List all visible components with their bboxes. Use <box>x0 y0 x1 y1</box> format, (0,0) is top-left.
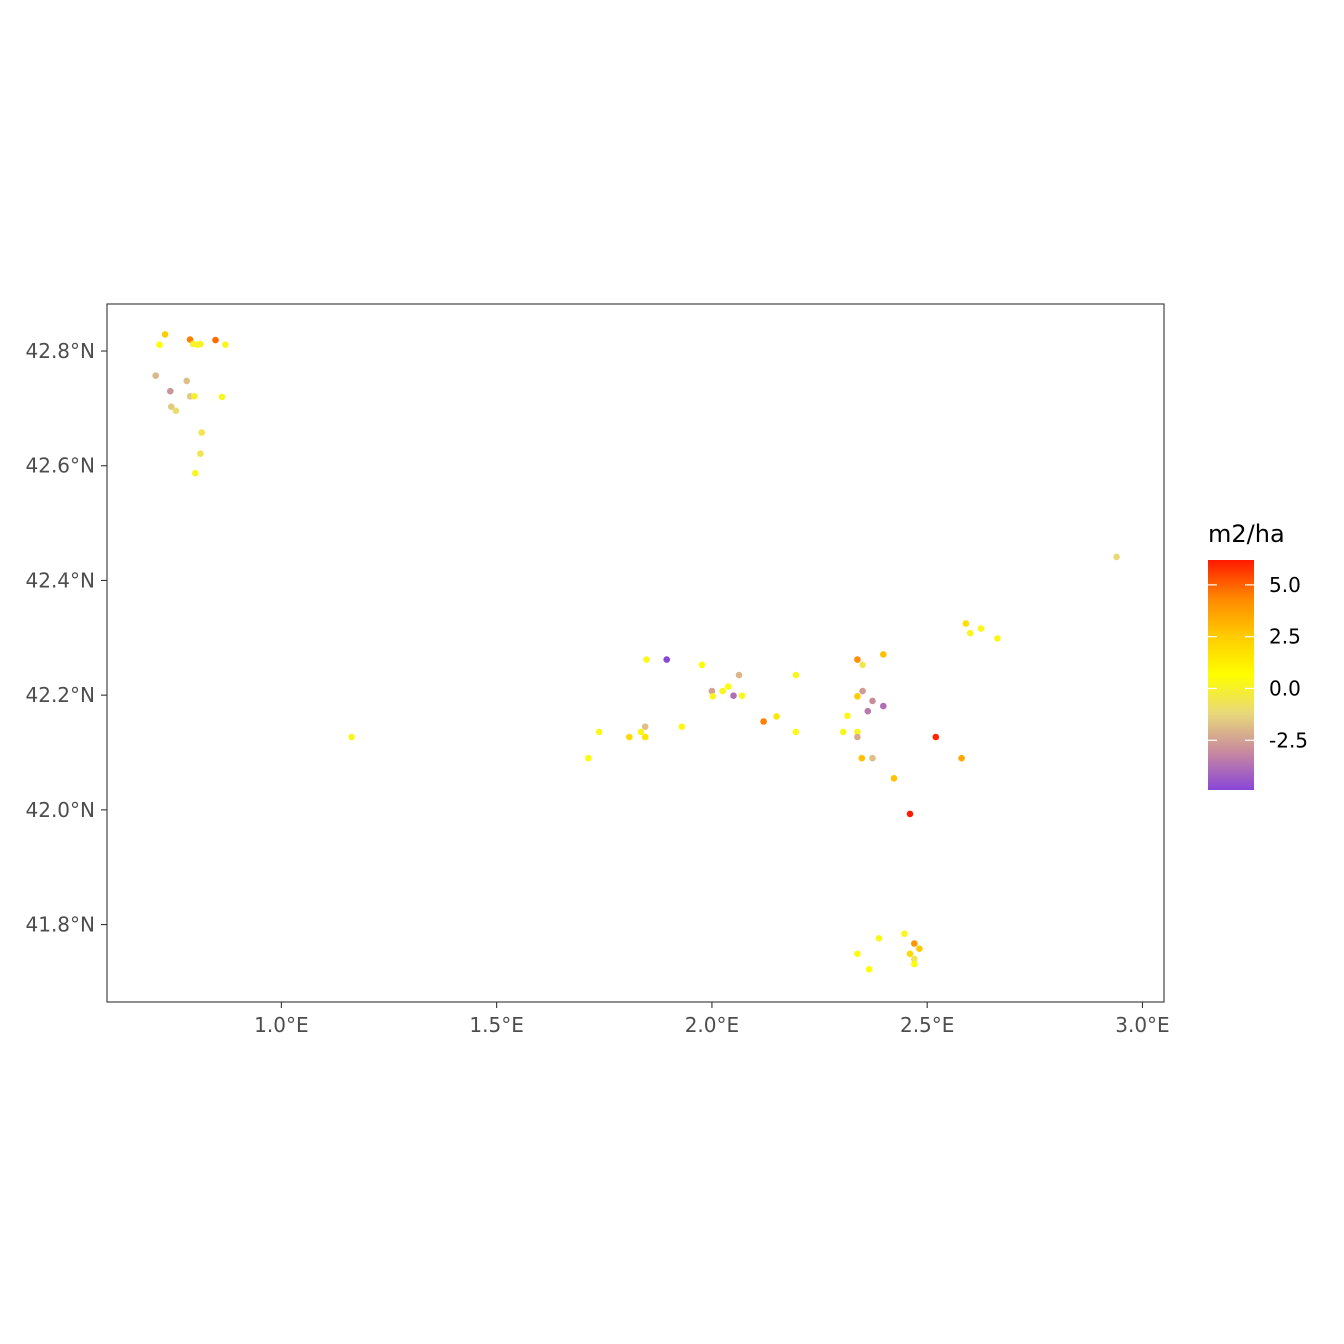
colorbar-tick-label: -2.5 <box>1269 728 1308 752</box>
data-point <box>875 935 883 942</box>
data-point <box>854 656 861 663</box>
data-point <box>858 754 866 762</box>
legend-title: m2/ha <box>1208 520 1285 548</box>
data-point <box>197 340 204 348</box>
data-point <box>348 733 355 741</box>
data-point <box>626 733 633 741</box>
data-point <box>730 692 737 699</box>
data-point <box>911 955 918 963</box>
data-point <box>880 651 887 658</box>
scatter-points <box>152 331 1120 973</box>
data-point <box>197 450 204 458</box>
data-point <box>595 728 603 736</box>
data-point <box>643 656 650 663</box>
data-point <box>156 341 163 349</box>
panel-border <box>106 303 1165 1003</box>
x-tick-label: 1.0°E <box>254 1013 308 1037</box>
data-point <box>663 656 670 663</box>
colorbar-legend: m2/ha 5.0 2.5 0.0 -2.5 <box>1208 520 1308 790</box>
data-point <box>792 728 800 736</box>
x-tick-label: 1.5°E <box>469 1013 523 1037</box>
data-point <box>958 754 965 762</box>
data-point <box>839 728 847 736</box>
data-point <box>698 661 706 669</box>
data-point <box>792 671 800 679</box>
data-point <box>222 341 229 349</box>
data-point <box>911 940 918 947</box>
data-point <box>911 960 918 968</box>
data-point <box>916 945 923 952</box>
y-tick-label: 41.8°N <box>26 913 96 937</box>
data-point <box>880 702 887 710</box>
data-point <box>854 728 861 736</box>
data-point <box>183 377 190 385</box>
data-point <box>152 372 159 380</box>
data-point <box>172 407 180 415</box>
y-tick-label: 42.2°N <box>26 683 96 707</box>
data-point <box>854 950 861 958</box>
data-point <box>198 429 205 436</box>
colorbar-tick-label: 2.5 <box>1269 625 1301 649</box>
y-tick-label: 42.8°N <box>26 339 96 363</box>
colorbar-tick-label: 5.0 <box>1269 573 1301 597</box>
data-point <box>637 728 645 736</box>
data-point <box>641 733 649 741</box>
x-tick-label: 3.0°E <box>1115 1013 1169 1037</box>
data-point <box>678 723 686 730</box>
data-point <box>977 625 985 632</box>
data-point <box>738 692 746 699</box>
data-point <box>967 629 974 637</box>
data-point <box>585 754 592 762</box>
plot-panel <box>106 303 1165 1003</box>
data-point <box>760 718 767 725</box>
data-point <box>167 387 174 395</box>
data-point <box>906 810 914 818</box>
data-point <box>844 712 851 720</box>
data-point <box>864 707 872 715</box>
data-point <box>859 687 866 695</box>
data-point <box>641 723 649 730</box>
x-axis: 1.0°E 1.5°E 2.0°E 2.5°E 3.0°E <box>254 1002 1170 1037</box>
data-point <box>854 733 861 741</box>
x-tick-label: 2.5°E <box>900 1013 954 1037</box>
data-point <box>865 966 873 973</box>
colorbar-tick-label: 0.0 <box>1269 676 1301 700</box>
data-point <box>890 775 898 782</box>
y-axis: 41.8°N 42.0°N 42.2°N 42.4°N 42.6°N 42.8°N <box>26 339 107 937</box>
data-point <box>962 620 970 627</box>
data-point <box>161 331 169 338</box>
data-point <box>932 733 940 741</box>
data-point <box>212 336 219 344</box>
data-point <box>192 469 199 477</box>
y-tick-label: 42.4°N <box>26 568 96 592</box>
data-point <box>901 930 908 937</box>
data-point <box>869 754 876 762</box>
data-point <box>735 671 743 679</box>
data-point <box>854 693 861 700</box>
data-point <box>719 687 726 695</box>
data-point <box>1113 553 1120 561</box>
x-tick-label: 2.0°E <box>685 1013 739 1037</box>
y-tick-label: 42.6°N <box>26 454 96 478</box>
data-point <box>709 693 717 700</box>
data-point <box>191 393 198 400</box>
data-point <box>708 687 716 695</box>
colorbar <box>1208 560 1254 790</box>
data-point <box>725 683 732 690</box>
data-point <box>218 393 226 401</box>
data-point <box>869 697 876 705</box>
data-point <box>167 403 175 411</box>
data-point <box>994 635 1001 642</box>
data-point <box>773 713 780 720</box>
data-point <box>906 950 914 958</box>
y-tick-label: 42.0°N <box>26 798 96 822</box>
data-point <box>859 661 866 669</box>
